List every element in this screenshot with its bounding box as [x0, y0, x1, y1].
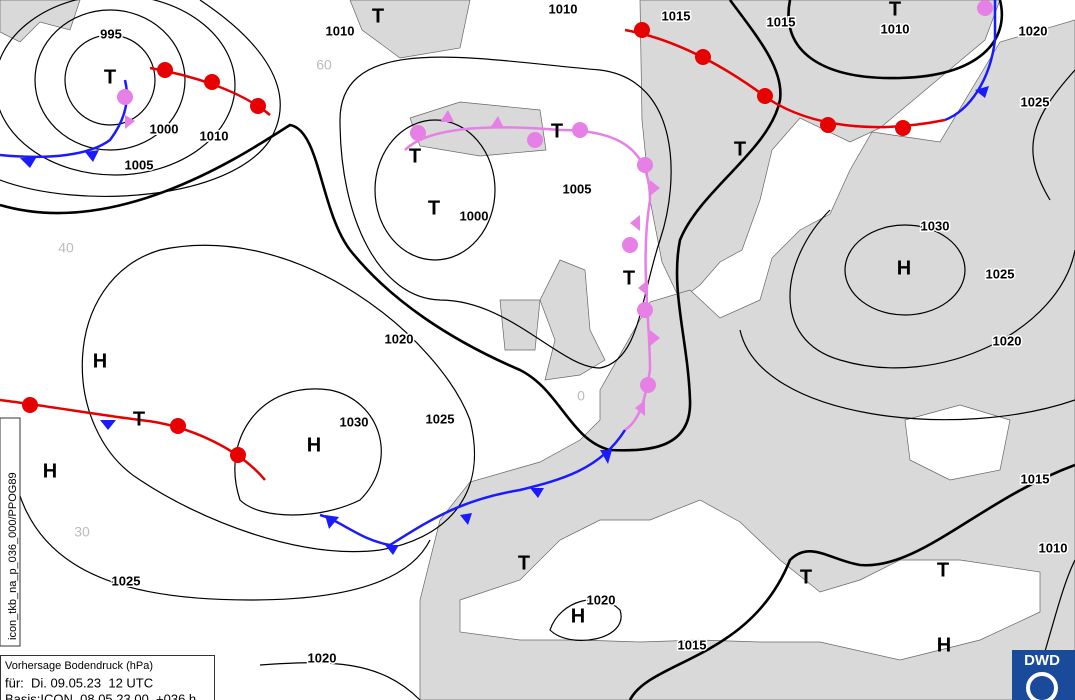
- isobar-label: 1020: [1019, 23, 1048, 38]
- isobar-label: 1015: [1021, 471, 1050, 486]
- isobar-label: 1020: [587, 592, 616, 607]
- info-title: Vorhersage Bodendruck (hPa): [5, 660, 153, 672]
- pressure-center: H: [93, 350, 107, 372]
- isobar-label: 1010: [1039, 540, 1068, 555]
- pressure-center: T: [428, 197, 440, 219]
- isobar-label: 1025: [986, 266, 1015, 281]
- isobar-label: 1030: [340, 414, 369, 429]
- pressure-center: T: [104, 66, 116, 88]
- grid-label: 0: [577, 388, 585, 404]
- pressure-center: H: [897, 257, 911, 279]
- isobar-label: 1005: [563, 181, 592, 196]
- pressure-center: T: [937, 559, 949, 581]
- pressure-center: H: [307, 434, 321, 456]
- isobar-label: 1020: [993, 333, 1022, 348]
- isobar-label: 1015: [678, 637, 707, 652]
- info-base: Basis:ICON 08.05.23 00 +036 h: [5, 691, 196, 700]
- product-code: icon_tkb_na_p_036_000/PPOG89: [7, 472, 19, 640]
- pressure-center: H: [43, 460, 57, 482]
- isobar-label: 1000: [460, 208, 489, 223]
- grid-label: 60: [316, 57, 332, 73]
- isobar-label: 1005: [125, 157, 154, 172]
- isobar-label: 1000: [150, 121, 179, 136]
- pressure-center: H: [937, 634, 951, 656]
- logo: DWD: [1024, 652, 1060, 669]
- code-box: [0, 417, 21, 647]
- isobar-label: 1030: [921, 218, 950, 233]
- pressure-center: H: [571, 605, 585, 627]
- fronts: [0, 0, 997, 555]
- isobar-label: 1010: [200, 128, 229, 143]
- logo-icon: [1026, 672, 1058, 700]
- pressure-center: T: [133, 408, 145, 430]
- info-valid: für: Di. 09.05.23 12 UTC: [5, 675, 153, 690]
- grid-label: 40: [58, 240, 74, 256]
- pressure-center: T: [889, 0, 901, 20]
- isobar-label: 1010: [881, 21, 910, 36]
- isobar-label: 1025: [426, 411, 455, 426]
- isobar-label: 1010: [549, 1, 578, 16]
- isobar-label: 1010: [326, 23, 355, 38]
- isobar-label: 995: [100, 26, 122, 41]
- pressure-center: T: [372, 5, 384, 27]
- pressure-center: T: [800, 566, 812, 588]
- grid-label: 30: [74, 524, 90, 540]
- pressure-center: T: [623, 267, 635, 289]
- isobar-label: 1020: [308, 650, 337, 665]
- isobar-label: 1020: [385, 331, 414, 346]
- isobar-label: 1025: [112, 573, 141, 588]
- info-box: [0, 655, 215, 700]
- pressure-center: T: [551, 120, 563, 142]
- pressure-center: T: [409, 145, 421, 167]
- pressure-center: T: [518, 552, 530, 574]
- isobar-label: 1015: [662, 8, 691, 23]
- isobar-label: 1025: [1021, 94, 1050, 109]
- isobar-label: 1015: [767, 14, 796, 29]
- pressure-center: T: [734, 138, 746, 160]
